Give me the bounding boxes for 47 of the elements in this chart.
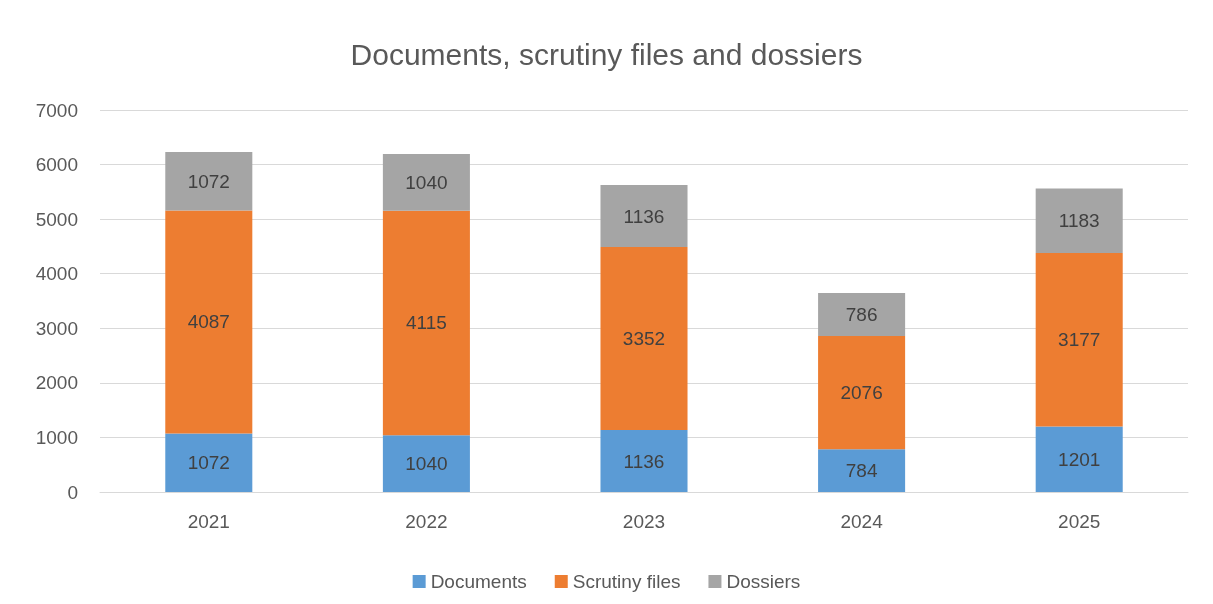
x-tick-label: 2022 bbox=[405, 511, 448, 532]
data-label: 1040 bbox=[405, 453, 448, 475]
bar bbox=[818, 293, 906, 336]
y-tick-label: 3000 bbox=[35, 317, 78, 339]
data-label: 784 bbox=[845, 460, 878, 482]
bar bbox=[165, 210, 253, 434]
data-label: 786 bbox=[845, 303, 878, 325]
y-tick-label: 4000 bbox=[35, 263, 78, 285]
data-label: 1072 bbox=[187, 452, 230, 474]
bar bbox=[818, 335, 906, 450]
x-tick-label: 2021 bbox=[187, 511, 230, 532]
legend-label: Scrutiny files bbox=[572, 571, 681, 592]
data-label: 3352 bbox=[622, 328, 666, 350]
x-tick-label: 2025 bbox=[1058, 511, 1101, 532]
data-label: 2076 bbox=[840, 382, 883, 404]
x-tick-label: 2024 bbox=[840, 511, 884, 532]
x-tick-label: 2023 bbox=[622, 511, 666, 532]
y-tick-label: 0 bbox=[67, 481, 78, 503]
data-label: 1072 bbox=[187, 170, 230, 192]
data-label: 1136 bbox=[623, 205, 665, 227]
y-tick-label: 2000 bbox=[35, 372, 78, 394]
data-label: 4087 bbox=[187, 311, 230, 333]
y-tick-label: 1000 bbox=[35, 426, 78, 448]
bar bbox=[1035, 188, 1123, 254]
bar bbox=[1035, 426, 1123, 492]
bar bbox=[382, 435, 470, 492]
legend-label: Documents bbox=[430, 571, 527, 592]
legend-label: Dossiers bbox=[726, 571, 801, 592]
bar bbox=[600, 247, 688, 431]
data-label: 3177 bbox=[1058, 329, 1101, 351]
bar bbox=[1035, 253, 1123, 427]
bar bbox=[382, 153, 470, 211]
data-label: 1183 bbox=[1058, 210, 1100, 232]
y-tick-label: 5000 bbox=[35, 208, 78, 230]
bar bbox=[382, 210, 470, 436]
y-tick-label: 6000 bbox=[35, 154, 78, 176]
bar bbox=[165, 433, 253, 492]
data-label: 1201 bbox=[1058, 448, 1101, 470]
y-tick-label: 7000 bbox=[35, 99, 78, 121]
bar bbox=[600, 430, 688, 492]
bar bbox=[818, 449, 906, 492]
chart-title: Documents, scrutiny files and dossiers bbox=[350, 37, 863, 71]
bar bbox=[165, 151, 253, 211]
bar bbox=[600, 185, 688, 248]
data-label: 1040 bbox=[405, 171, 448, 193]
data-label: 1136 bbox=[623, 450, 665, 472]
data-label: 4115 bbox=[405, 312, 447, 334]
